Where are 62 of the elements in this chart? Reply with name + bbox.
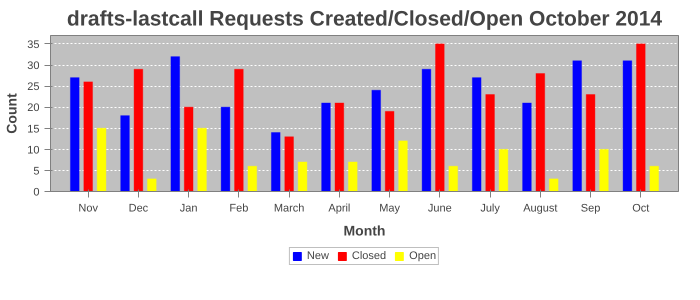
bar — [535, 72, 546, 192]
y-tick-label: 25 — [27, 81, 40, 94]
x-tick-label: April — [328, 202, 350, 214]
x-tick-label: Jan — [180, 202, 198, 214]
bar — [70, 77, 80, 192]
y-tick-label: 35 — [27, 38, 40, 51]
bar — [298, 161, 308, 192]
x-tick-label: Oct — [632, 202, 650, 214]
bar — [586, 94, 596, 192]
bar — [435, 43, 445, 192]
bar — [334, 102, 344, 192]
bar — [270, 132, 281, 192]
bar — [83, 81, 94, 192]
x-tick-label: Dec — [128, 202, 149, 214]
x-tick-label: March — [274, 202, 304, 214]
x-tick-label: Sep — [580, 202, 600, 214]
bar — [284, 136, 294, 192]
legend-label: Open — [409, 250, 436, 262]
legend-label: Closed — [352, 250, 386, 262]
bar — [220, 106, 230, 192]
bar — [472, 77, 482, 192]
bar — [485, 94, 495, 192]
bar — [384, 110, 394, 192]
x-tick-label: May — [379, 202, 401, 214]
bar — [247, 166, 258, 192]
bar — [448, 166, 458, 192]
x-tick-label: June — [428, 202, 452, 214]
bar — [398, 140, 408, 192]
bar — [134, 68, 144, 192]
legend-label: New — [306, 250, 329, 262]
x-tick-label: Feb — [229, 202, 248, 214]
y-tick-label: 5 — [33, 165, 40, 178]
y-tick-label: 10 — [27, 144, 40, 156]
bar — [120, 115, 130, 192]
bar — [422, 68, 432, 192]
bar — [184, 106, 194, 192]
chart-title: drafts-lastcall Requests Created/Closed/Open October 2014 — [66, 8, 662, 30]
bar — [522, 102, 532, 192]
x-tick-label: July — [480, 202, 500, 214]
bar — [649, 166, 660, 192]
bar — [234, 68, 244, 192]
y-tick-label: 30 — [27, 60, 40, 72]
y-axis-title: Count — [3, 92, 20, 134]
bar — [197, 128, 207, 192]
bar — [146, 178, 157, 192]
bar — [170, 56, 180, 192]
x-tick-label: August — [523, 202, 558, 214]
x-tick-label: Nov — [78, 202, 98, 214]
bar — [622, 60, 632, 192]
x-axis-title: Month — [344, 222, 386, 238]
bar — [599, 148, 609, 192]
bar — [348, 161, 358, 192]
bar — [96, 128, 106, 192]
bar — [548, 178, 559, 192]
bar — [321, 102, 331, 192]
bar — [636, 43, 646, 192]
y-tick-label: 0 — [33, 186, 40, 198]
y-tick-label: 20 — [27, 102, 40, 114]
bar — [498, 148, 508, 192]
y-tick-label: 15 — [27, 123, 40, 136]
bar — [371, 90, 382, 192]
bar — [572, 60, 582, 192]
